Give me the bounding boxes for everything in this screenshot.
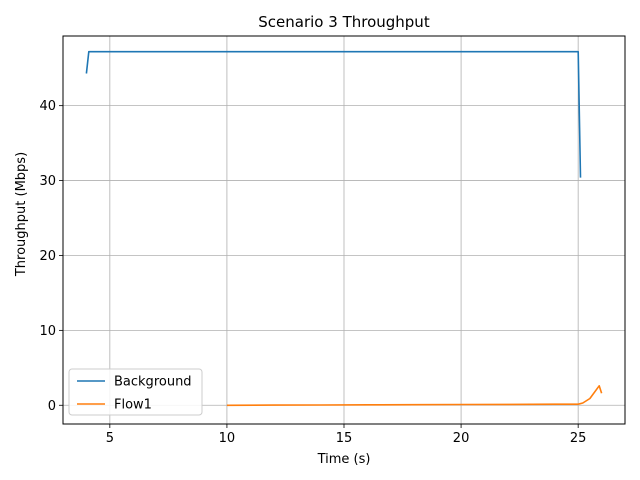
chart-title: Scenario 3 Throughput xyxy=(258,13,430,31)
grid xyxy=(63,36,625,424)
x-tick-label: 5 xyxy=(106,431,114,446)
x-tick-label: 15 xyxy=(336,431,353,446)
series-line-background xyxy=(85,50,582,178)
x-axis-label: Time (s) xyxy=(317,452,371,467)
x-tick-label: 20 xyxy=(453,431,470,446)
legend-label: Flow1 xyxy=(114,398,152,413)
series-line-flow1 xyxy=(226,384,603,407)
x-tick-label: 25 xyxy=(570,431,587,446)
y-tick-label: 30 xyxy=(39,174,56,189)
y-tick-label: 10 xyxy=(39,324,56,339)
y-tick-label: 20 xyxy=(39,249,56,264)
y-tick-label: 40 xyxy=(39,99,56,114)
y-tick-label: 0 xyxy=(48,399,56,414)
y-axis-label: Throughput (Mbps) xyxy=(14,152,29,277)
series-layer xyxy=(85,50,603,407)
ticks: 5 10 15 20 25 0 10 20 30 40 xyxy=(39,99,586,446)
legend: Background Flow1 xyxy=(68,368,203,416)
x-tick-label: 10 xyxy=(219,431,236,446)
legend-label: Background xyxy=(114,375,192,390)
